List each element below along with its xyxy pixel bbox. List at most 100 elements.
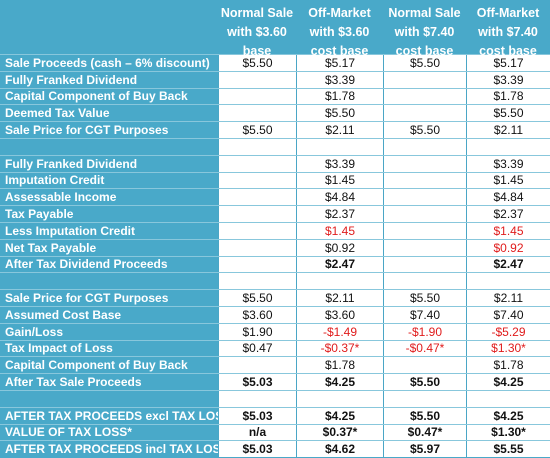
table-cell xyxy=(383,390,466,407)
table-cell xyxy=(466,138,550,155)
table-cell xyxy=(218,390,296,407)
header-label-spacer xyxy=(0,0,218,54)
row-label: Capital Component of Buy Back xyxy=(5,89,188,104)
table-cell: $3.60 xyxy=(296,306,383,323)
table-cell: $3.39 xyxy=(466,155,550,172)
header-col-offmarket-740: Off-Market with $7.40 cost base xyxy=(476,6,540,58)
table-row: Fully Franked Dividend $3.39 $3.39 xyxy=(0,154,550,172)
table-cell xyxy=(218,189,296,206)
table-cell: n/a xyxy=(218,424,296,441)
table-cell: $3.60 xyxy=(218,306,296,323)
table-cell xyxy=(383,105,466,122)
table-row: After Tax Sale Proceeds $5.03 $4.25 $5.50 $4… xyxy=(0,373,550,390)
table-cell: $2.11 xyxy=(466,290,550,306)
table-row: After Tax Dividend Proceeds $2.47 $2.47 xyxy=(0,255,550,273)
table-cell xyxy=(383,256,466,273)
table-cell: $2.11 xyxy=(296,122,383,138)
table-cell: $3.39 xyxy=(296,71,383,88)
table-cell xyxy=(296,390,383,407)
table-cell: $4.25 xyxy=(466,374,550,390)
table-cell xyxy=(383,189,466,206)
table-cell: $0.92 xyxy=(296,239,383,256)
table-cell: $5.50 xyxy=(296,105,383,122)
table-cell xyxy=(383,172,466,189)
table-cell xyxy=(218,256,296,273)
row-label: Sale Proceeds (cash – 6% discount) xyxy=(5,55,210,70)
table-cell xyxy=(218,239,296,256)
table-cell xyxy=(218,71,296,88)
row-label: Fully Franked Dividend xyxy=(5,72,138,87)
table-cell: $1.78 xyxy=(296,357,383,374)
table-cell xyxy=(383,239,466,256)
table-row: Assumed Cost Base $3.60 $3.60 $7.40 $7.40 xyxy=(0,305,550,323)
table-cell: $1.45 xyxy=(296,172,383,189)
table-row: Deemed Tax Value $5.50 $5.50 xyxy=(0,104,550,122)
table-cell: $4.84 xyxy=(466,189,550,206)
table-cell: $5.17 xyxy=(466,55,550,71)
row-label: VALUE OF TAX LOSS* xyxy=(5,425,132,440)
table-cell: $2.11 xyxy=(296,290,383,306)
table-cell: -$1.90 xyxy=(383,323,466,340)
table-cell xyxy=(383,206,466,222)
table-cell: -$1.49 xyxy=(296,323,383,340)
row-label: Fully Franked Dividend xyxy=(5,156,138,171)
table-cell: $2.37 xyxy=(296,206,383,222)
header-col-normal-360: Normal Sale with $3.60 base xyxy=(220,6,294,58)
row-label: Assumed Cost Base xyxy=(5,307,122,322)
table-cell: $1.30* xyxy=(466,340,550,357)
table-cell: $0.47* xyxy=(383,424,466,441)
table-cell: $5.97 xyxy=(383,441,466,458)
table-cell: $5.50 xyxy=(218,122,296,138)
header-col-offmarket-360: Off-Market with $3.60 cost base xyxy=(308,6,371,58)
table-cell: $1.78 xyxy=(466,357,550,374)
row-label: Net Tax Payable xyxy=(5,240,97,255)
table-row xyxy=(0,272,550,290)
table-row: Tax Payable $2.37 $2.37 xyxy=(0,205,550,222)
row-label: Gain/Loss xyxy=(5,324,64,339)
table-row: Sale Price for CGT Purposes $5.50 $2.11 $5.… xyxy=(0,289,550,306)
table-row: VALUE OF TAX LOSS* n/a $0.37* $0.47* $1.30* xyxy=(0,423,550,441)
table-header: Normal Sale with $3.60 base Off-Market w… xyxy=(0,0,550,58)
table-cell: $1.30* xyxy=(466,424,550,441)
table-cell xyxy=(466,273,550,290)
row-label: After Tax Sale Proceeds xyxy=(5,375,142,390)
table-cell: $4.25 xyxy=(296,407,383,424)
table-row xyxy=(0,389,550,407)
table-cell xyxy=(218,105,296,122)
table-cell xyxy=(383,71,466,88)
row-label: Imputation Credit xyxy=(5,173,105,188)
table-cell: $5.50 xyxy=(383,122,466,138)
table-row: Less Imputation Credit $1.45 $1.45 xyxy=(0,221,550,239)
table-cell: $2.47 xyxy=(296,256,383,273)
table-cell: $5.50 xyxy=(383,407,466,424)
table-row: Sale Price for CGT Purposes $5.50 $2.11 $5.… xyxy=(0,121,550,138)
row-label: Sale Price for CGT Purposes xyxy=(5,291,169,306)
row-label: AFTER TAX PROCEEDS incl TAX LOSS xyxy=(5,442,218,457)
row-label: Capital Component of Buy Back xyxy=(5,358,188,373)
table-cell: $7.40 xyxy=(383,306,466,323)
table-body: Sale Proceeds (cash – 6% discount) $5.50 $… xyxy=(0,54,550,458)
row-label: After Tax Dividend Proceeds xyxy=(5,257,168,272)
table-cell: $5.03 xyxy=(218,374,296,390)
table-cell: $5.50 xyxy=(383,374,466,390)
table-cell xyxy=(383,273,466,290)
table-cell: $4.84 xyxy=(296,189,383,206)
row-label: Tax Payable xyxy=(5,207,74,222)
table-cell: $0.37* xyxy=(296,424,383,441)
row-label: Sale Price for CGT Purposes xyxy=(5,123,169,138)
table-cell: $3.39 xyxy=(296,155,383,172)
table-row xyxy=(0,137,550,155)
row-label: Tax Impact of Loss xyxy=(5,341,113,356)
table-cell xyxy=(383,155,466,172)
table-cell xyxy=(296,138,383,155)
table-cell xyxy=(218,273,296,290)
table-cell: -$0.47* xyxy=(383,340,466,357)
table-cell: $4.25 xyxy=(466,407,550,424)
table-row: Assessable Income $4.84 $4.84 xyxy=(0,188,550,206)
table-cell: $4.25 xyxy=(296,374,383,390)
table-row: Capital Component of Buy Back $1.78 $1.78 xyxy=(0,87,550,105)
table-cell: $5.50 xyxy=(383,290,466,306)
table-row: Fully Franked Dividend $3.39 $3.39 xyxy=(0,70,550,88)
table-cell: $3.39 xyxy=(466,71,550,88)
